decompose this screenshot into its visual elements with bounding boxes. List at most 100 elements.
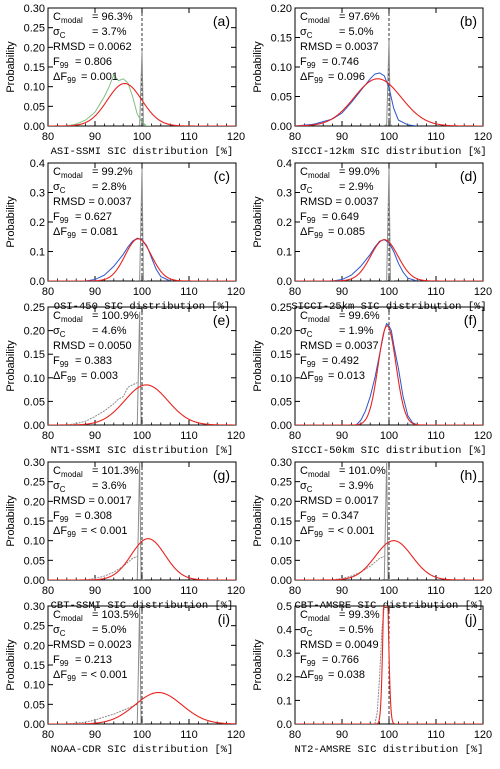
x-tick-label: 90 <box>89 585 101 597</box>
stat-f99-value: = 0.766 <box>322 654 359 666</box>
panel-label: (j) <box>465 611 477 627</box>
stat-cmodal-value: = 96.3% <box>92 11 133 23</box>
y-tick-label: 0.1 <box>277 695 292 707</box>
y-tick-label: 0.2 <box>277 217 292 229</box>
stat-f99-value: = 0.649 <box>322 211 359 223</box>
y-tick-label: 0.20 <box>271 3 292 15</box>
plot-area <box>295 462 483 580</box>
stat-f99-label: F99 <box>300 654 316 668</box>
x-axis-label: NT2-AMSRE SIC distribution [%] <box>294 744 483 756</box>
plot-area <box>295 40 483 126</box>
x-tick-label: 80 <box>289 430 301 442</box>
stat-rmsd: RMSD = 0.0037 <box>53 196 132 208</box>
y-tick-label: 0.05 <box>24 699 45 711</box>
stat-df99-value: = < 0.001 <box>81 669 128 681</box>
stat-cmodal-label: Cmodal <box>53 11 83 25</box>
observed-series <box>66 703 138 724</box>
stat-df99-value: = 0.013 <box>328 370 365 382</box>
x-tick-label: 90 <box>336 430 348 442</box>
stat-cmodal-label: Cmodal <box>53 166 83 180</box>
stat-cmodal-value: = 99.6% <box>339 310 380 322</box>
plot-area <box>295 168 483 281</box>
stat-sigma-value: = 2.9% <box>339 181 374 193</box>
gaussian-fit <box>295 239 483 281</box>
observed-series <box>332 555 385 580</box>
gaussian-fit <box>295 325 483 425</box>
y-tick-label: 0.20 <box>24 496 45 508</box>
y-axis-label: Probability <box>252 495 264 547</box>
x-tick-label: 90 <box>336 286 348 298</box>
x-tick-label: 100 <box>380 729 398 741</box>
gaussian-fit <box>48 691 236 724</box>
stat-df99-value: = 0.038 <box>328 669 365 681</box>
x-tick-label: 120 <box>474 729 492 741</box>
x-tick-label: 110 <box>180 131 198 143</box>
stat-sigma-label: σC <box>53 480 66 494</box>
y-tick-label: 0.20 <box>271 326 292 338</box>
x-tick-label: 100 <box>133 729 151 741</box>
x-tick-label: 80 <box>289 729 301 741</box>
stat-df99-value: = 0.003 <box>81 370 118 382</box>
y-tick-label: 0.1 <box>30 247 45 259</box>
x-tick-label: 110 <box>180 286 198 298</box>
stat-sigma-value: = 1.9% <box>339 325 374 337</box>
stat-sigma-label: σC <box>53 624 66 638</box>
observed-series <box>66 73 152 126</box>
gaussian-fit <box>295 540 483 580</box>
x-axis-label: NOAA-CDR SIC distribution [%] <box>51 744 234 756</box>
panel-h: 0.00 0.05 0.10 0.15 0.20 0.25 0.30 80 90 100 110 12… <box>252 457 492 612</box>
stat-f99-label: F99 <box>300 355 316 369</box>
y-tick-label: 0.05 <box>24 555 45 567</box>
stat-f99-value: = 0.806 <box>75 56 112 68</box>
stat-sigma-value: = 5.0% <box>339 26 374 38</box>
panel-e: 0.00 0.05 0.10 0.15 0.20 0.25 80 90 100 110 120 NT1… <box>5 302 245 457</box>
stat-sigma-value: = 3.6% <box>92 480 127 492</box>
stat-f99-value: = 0.627 <box>75 211 112 223</box>
y-tick-label: 0.25 <box>24 23 45 35</box>
x-tick-label: 120 <box>474 430 492 442</box>
x-tick-label: 80 <box>289 286 301 298</box>
y-tick-label: 0.10 <box>271 373 292 385</box>
observed-series <box>355 322 418 425</box>
stat-df99-value: = 0.096 <box>328 71 365 83</box>
plot-area <box>48 606 236 724</box>
y-tick-label: 0.00 <box>24 420 45 432</box>
y-tick-label: 0.15 <box>271 516 292 528</box>
stat-cmodal-label: Cmodal <box>300 465 330 479</box>
y-tick-label: 0.10 <box>271 536 292 548</box>
spike-line <box>132 606 145 724</box>
stat-f99-label: F99 <box>53 510 69 524</box>
observed-series <box>85 555 138 580</box>
stat-rmsd: RMSD = 0.0017 <box>300 495 379 507</box>
panel-label: (e) <box>213 312 230 328</box>
stat-f99-label: F99 <box>300 211 316 225</box>
y-tick-label: 0.00 <box>24 719 45 731</box>
spike-line <box>134 168 147 281</box>
y-axis-label: Probability <box>252 41 264 93</box>
x-tick-label: 110 <box>427 430 445 442</box>
y-axis-label: Probability <box>252 196 264 248</box>
y-tick-label: 0.15 <box>24 62 45 74</box>
y-tick-label: 0.30 <box>24 3 45 15</box>
gaussian-fit <box>295 78 483 126</box>
y-tick-label: 0.25 <box>271 477 292 489</box>
y-tick-label: 0.30 <box>271 457 292 469</box>
spike-line <box>134 51 147 126</box>
y-axis-label: Probability <box>5 495 17 547</box>
observed-series <box>85 237 171 281</box>
y-tick-label: 0.3 <box>277 188 292 200</box>
stat-df99-label: ΔF99 <box>300 71 324 85</box>
stat-sigma-value: = 4.6% <box>92 325 127 337</box>
x-tick-label: 90 <box>336 131 348 143</box>
x-tick-label: 110 <box>180 430 198 442</box>
stat-f99-value: = 0.492 <box>322 355 359 367</box>
x-tick-label: 90 <box>89 131 101 143</box>
x-tick-label: 90 <box>336 729 348 741</box>
stat-rmsd: RMSD = 0.0062 <box>53 41 132 53</box>
plot-area <box>295 322 483 425</box>
stat-f99-label: F99 <box>53 654 69 668</box>
stat-f99-label: F99 <box>300 56 316 70</box>
plot-area <box>48 51 236 126</box>
